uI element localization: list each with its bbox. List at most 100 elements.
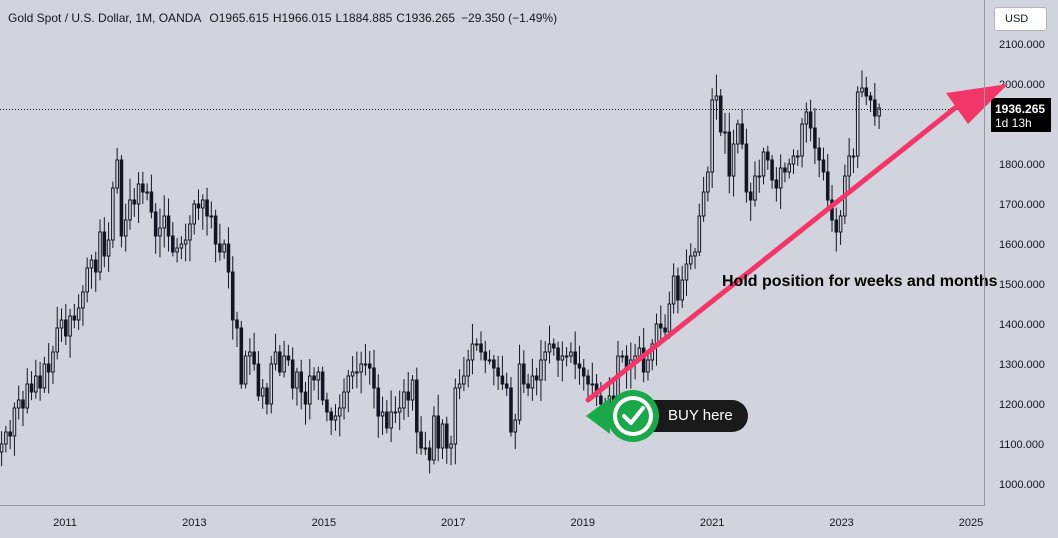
open-value: 1965.615 [218,11,269,25]
candle [676,267,680,314]
high-value: 1966.015 [281,11,332,25]
candle [487,350,492,365]
candle [423,431,428,456]
candle [808,99,813,142]
candle [93,251,98,292]
candle [136,172,141,224]
candle [680,265,684,308]
symbol-title[interactable]: Gold Spot / U.S. Dollar, 1M, OANDA [8,11,202,25]
candle [260,378,265,409]
candle [804,102,809,143]
candle [534,367,539,396]
candle [710,88,714,189]
candle [372,349,376,409]
candle [46,343,51,394]
candle [834,207,839,252]
time-tick-label: 2025 [959,517,983,529]
candle [496,355,500,390]
candle [492,354,496,386]
candle [706,166,710,202]
candle [299,359,304,410]
candle [620,350,625,363]
candle [466,349,470,388]
candle [0,431,4,467]
price-tick-label: 1000.000 [999,479,1045,491]
candle [209,201,214,229]
candle [123,203,128,252]
trend-arrow[interactable] [585,84,1008,403]
candle [791,149,796,174]
candle [825,153,830,209]
candle [16,385,21,420]
candle [329,407,333,435]
candle [141,171,145,204]
candle [153,203,158,254]
candle [770,154,774,189]
time-axis[interactable]: 2011 2013 2015 2017 2019 2021 2023 2025 [53,517,983,529]
arrow-head-icon [946,84,1008,124]
candle [333,404,338,431]
candle [265,382,269,415]
candle [783,162,787,183]
candle [419,416,423,455]
price-tick-label: 1500.000 [999,279,1045,291]
candle [273,333,278,371]
candle [312,367,316,391]
candle [457,369,462,400]
price-tick-label: 1100.000 [999,439,1044,451]
open-label: O [209,11,219,25]
low-value: 1884.885 [342,11,393,25]
candle [171,222,175,257]
candle [851,148,856,174]
candle [397,390,402,431]
candle [380,396,385,435]
bar-countdown: 1d 13h [995,116,1032,130]
candle [235,311,239,347]
candle [145,183,149,201]
candle [166,198,171,252]
currency-button[interactable]: USD [994,7,1047,31]
candle [427,440,432,474]
candle [731,129,736,197]
candle [59,308,64,342]
candle [179,236,184,260]
candle [701,176,706,222]
candle [723,112,727,154]
candle [342,378,346,420]
candle [192,199,196,235]
candle [864,76,869,106]
change-value: −29.350 (−1.49%) [461,11,558,25]
last-price-value: 1936.265 [995,102,1045,116]
candle [205,187,209,236]
close-label: C [396,11,405,25]
candle [556,341,560,378]
candle [778,154,783,209]
candle [21,390,25,427]
candle [470,323,475,375]
candle [757,159,762,193]
candle [230,256,235,340]
candle [766,145,770,170]
candle [727,112,732,194]
candle [577,345,582,385]
candle [415,367,419,454]
candle [325,392,329,422]
buy-badge[interactable]: BUY here [586,390,748,442]
candle [436,394,440,462]
candle [162,195,167,248]
candle [483,340,488,374]
candle [663,314,667,337]
candle [85,257,89,303]
candle [410,375,415,411]
hold-annotation-text[interactable]: Hold position for weeks and months [722,273,998,290]
candle [688,243,693,270]
candle [560,341,565,382]
candle [316,366,321,400]
candle [213,209,218,263]
candle [295,367,299,406]
candle [393,396,398,424]
candle [868,91,873,113]
price-tick-label: 2100.000 [999,39,1045,51]
